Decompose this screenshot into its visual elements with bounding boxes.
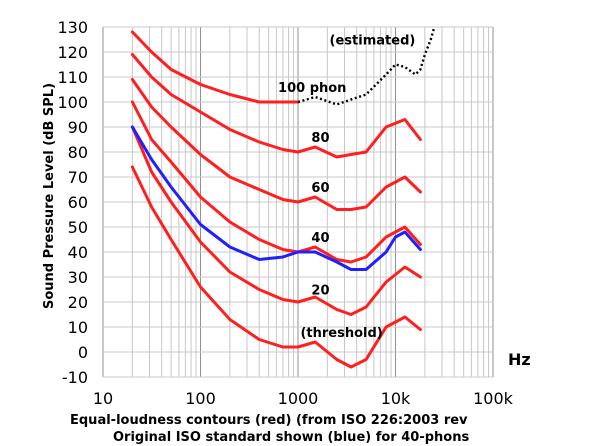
caption-line-1: Equal-loudness contours (red) (from ISO … <box>70 413 468 428</box>
y-tick-label: 0 <box>78 343 88 362</box>
x-tick-label: 10 <box>93 389 113 408</box>
y-tick-label: -10 <box>62 368 88 387</box>
caption-line-2: Original ISO standard shown (blue) for 4… <box>113 430 469 445</box>
y-tick-label: 80 <box>68 143 88 162</box>
y-tick-label: 60 <box>68 193 88 212</box>
annotation-label: 20 <box>311 284 329 299</box>
series-line-2 <box>130 125 422 316</box>
x-tick-label: 100k <box>473 389 514 408</box>
series-line-5 <box>130 53 422 159</box>
y-tick-label: 130 <box>57 18 88 37</box>
annotation-label: (estimated) <box>330 34 416 49</box>
series-line-6 <box>130 30 300 104</box>
annotation-label: 60 <box>311 181 329 196</box>
y-tick-label: 70 <box>68 168 88 187</box>
annotation-label: 40 <box>311 231 329 246</box>
x-tick-label: 1000 <box>278 389 319 408</box>
y-tick-labels: -10 0 10 20 30 40 50 60 70 80 90 100 110 120 130 <box>57 18 88 387</box>
y-tick-label: 40 <box>68 243 88 262</box>
y-tick-label: 120 <box>57 43 88 62</box>
annotation-label: 80 <box>311 131 329 146</box>
annotations: (estimated) 100 phon 80 60 40 20 (threshold) <box>278 34 415 342</box>
y-tick-label: 90 <box>68 118 88 137</box>
y-tick-label: 20 <box>68 293 88 312</box>
y-tick-label: 50 <box>68 218 88 237</box>
series-line-1 <box>130 165 422 369</box>
x-tick-label: 10k <box>381 389 411 408</box>
x-tick-label: 100 <box>185 389 216 408</box>
y-tick-label: 10 <box>68 318 88 337</box>
x-tick-labels: 10 100 1000 10k 100k <box>93 389 514 408</box>
series-line-7 <box>130 125 422 271</box>
y-tick-label: 30 <box>68 268 88 287</box>
y-tick-label: 110 <box>57 68 88 87</box>
annotation-label: (threshold) <box>300 326 382 341</box>
series-line-4 <box>130 78 422 211</box>
grid <box>102 26 494 378</box>
y-axis-label: Sound Pressure Level (dB SPL) <box>42 83 57 309</box>
x-axis-label: Hz <box>508 350 531 369</box>
annotation-label: 100 phon <box>278 81 346 96</box>
y-tick-label: 100 <box>57 93 88 112</box>
series-group <box>130 26 436 369</box>
